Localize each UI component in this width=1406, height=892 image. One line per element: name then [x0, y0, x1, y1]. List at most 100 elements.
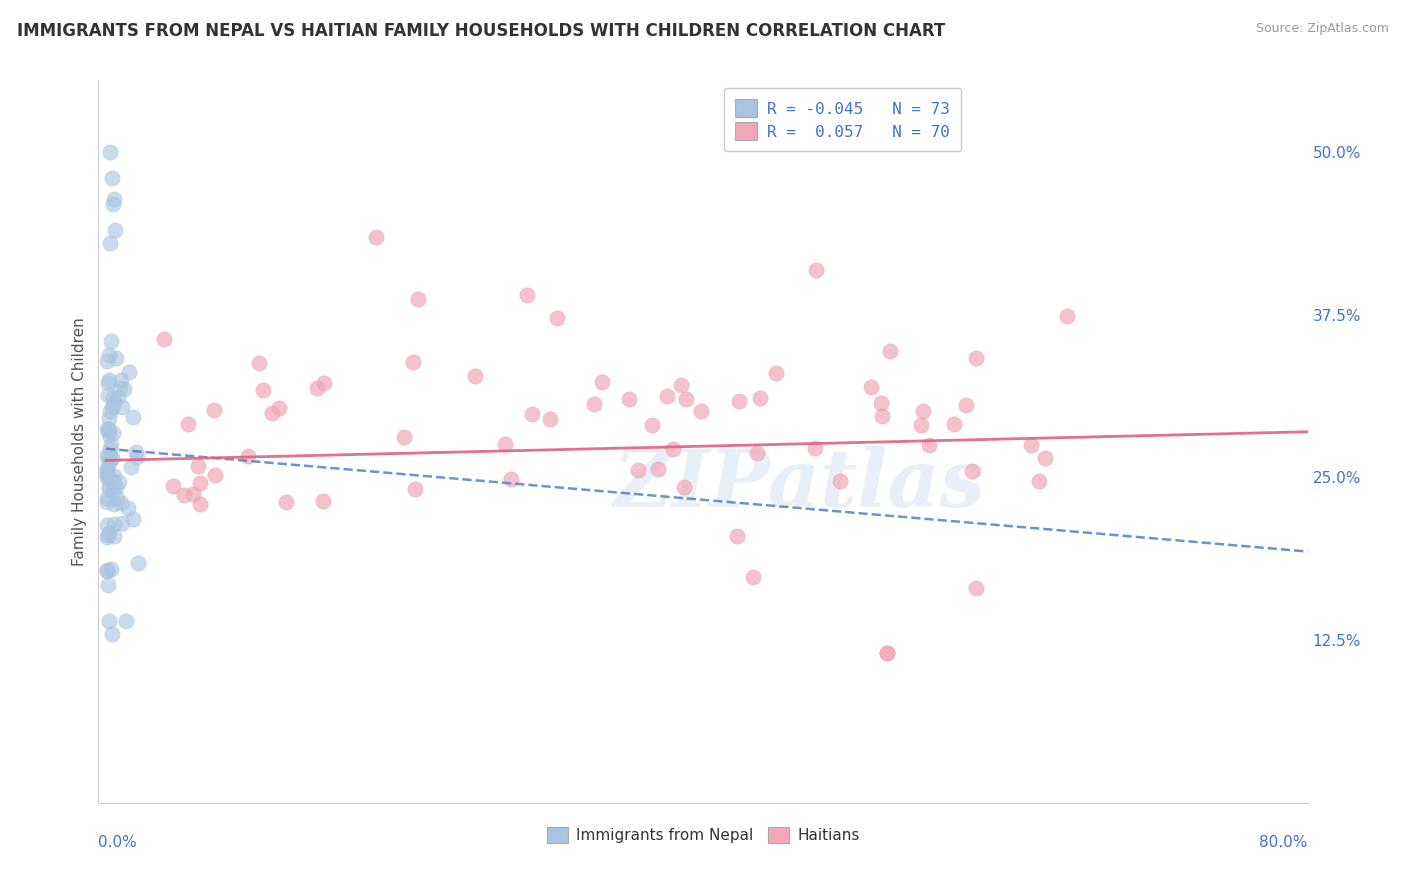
Point	[101, 170, 124, 185]
Point	[1056, 310, 1078, 324]
Point	[96, 518, 118, 533]
Point	[115, 614, 138, 628]
Point	[236, 450, 259, 464]
Point	[103, 396, 125, 410]
Point	[97, 410, 120, 425]
Point	[765, 366, 787, 380]
Point	[98, 454, 121, 468]
Point	[97, 424, 120, 438]
Point	[96, 491, 118, 505]
Point	[122, 410, 145, 425]
Point	[202, 403, 225, 417]
Point	[910, 418, 932, 433]
Point	[103, 197, 125, 211]
Point	[101, 400, 124, 414]
Point	[745, 446, 768, 460]
Point	[103, 469, 125, 483]
Point	[117, 501, 139, 516]
Point	[98, 373, 121, 387]
Point	[675, 392, 697, 406]
Point	[100, 235, 122, 250]
Point	[111, 400, 134, 414]
Point	[173, 488, 195, 502]
Point	[152, 332, 174, 346]
Point	[101, 391, 124, 405]
Point	[100, 562, 122, 576]
Point	[96, 463, 118, 477]
Point	[204, 468, 226, 483]
Point	[98, 442, 121, 456]
Point	[965, 581, 987, 595]
Point	[101, 474, 124, 488]
Point	[100, 437, 122, 451]
Text: 80.0%: 80.0%	[1260, 835, 1308, 850]
Point	[96, 470, 118, 484]
Point	[1019, 438, 1042, 452]
Point	[105, 351, 128, 365]
Point	[177, 417, 200, 432]
Point	[120, 460, 142, 475]
Point	[869, 396, 891, 410]
Point	[647, 462, 669, 476]
Point	[96, 422, 118, 436]
Point	[627, 463, 650, 477]
Point	[104, 223, 127, 237]
Point	[860, 380, 883, 394]
Point	[103, 192, 125, 206]
Point	[97, 348, 120, 362]
Point	[104, 480, 127, 494]
Point	[262, 406, 284, 420]
Point	[962, 464, 984, 478]
Point	[404, 482, 426, 496]
Point	[392, 430, 415, 444]
Point	[494, 437, 516, 451]
Point	[96, 564, 118, 578]
Point	[100, 145, 122, 159]
Point	[97, 482, 120, 496]
Point	[673, 480, 696, 494]
Point	[125, 444, 148, 458]
Point	[103, 516, 125, 531]
Point	[728, 394, 751, 409]
Point	[965, 351, 987, 366]
Point	[267, 401, 290, 415]
Text: IMMIGRANTS FROM NEPAL VS HAITIAN FAMILY HOUSEHOLDS WITH CHILDREN CORRELATION CHA: IMMIGRANTS FROM NEPAL VS HAITIAN FAMILY …	[17, 22, 945, 40]
Point	[97, 376, 120, 391]
Point	[111, 516, 134, 531]
Point	[499, 472, 522, 486]
Point	[942, 417, 965, 431]
Point	[641, 418, 664, 433]
Point	[112, 382, 135, 396]
Point	[546, 311, 568, 326]
Point	[876, 646, 898, 660]
Point	[828, 474, 851, 488]
Point	[96, 563, 118, 577]
Point	[118, 364, 141, 378]
Point	[918, 438, 941, 452]
Point	[725, 529, 748, 543]
Point	[582, 397, 605, 411]
Point	[187, 458, 209, 473]
Point	[406, 292, 429, 306]
Point	[247, 355, 270, 369]
Point	[181, 487, 204, 501]
Point	[108, 381, 131, 395]
Point	[98, 614, 121, 628]
Y-axis label: Family Households with Children: Family Households with Children	[72, 318, 87, 566]
Point	[98, 449, 121, 463]
Point	[520, 407, 543, 421]
Point	[312, 494, 335, 508]
Point	[100, 334, 122, 348]
Point	[748, 391, 770, 405]
Point	[366, 229, 388, 244]
Point	[101, 484, 124, 499]
Point	[617, 392, 640, 407]
Point	[252, 384, 274, 398]
Point	[98, 526, 121, 541]
Point	[96, 462, 118, 476]
Point	[162, 479, 184, 493]
Point	[401, 355, 423, 369]
Point	[804, 263, 827, 277]
Point	[188, 476, 211, 491]
Point	[101, 425, 124, 440]
